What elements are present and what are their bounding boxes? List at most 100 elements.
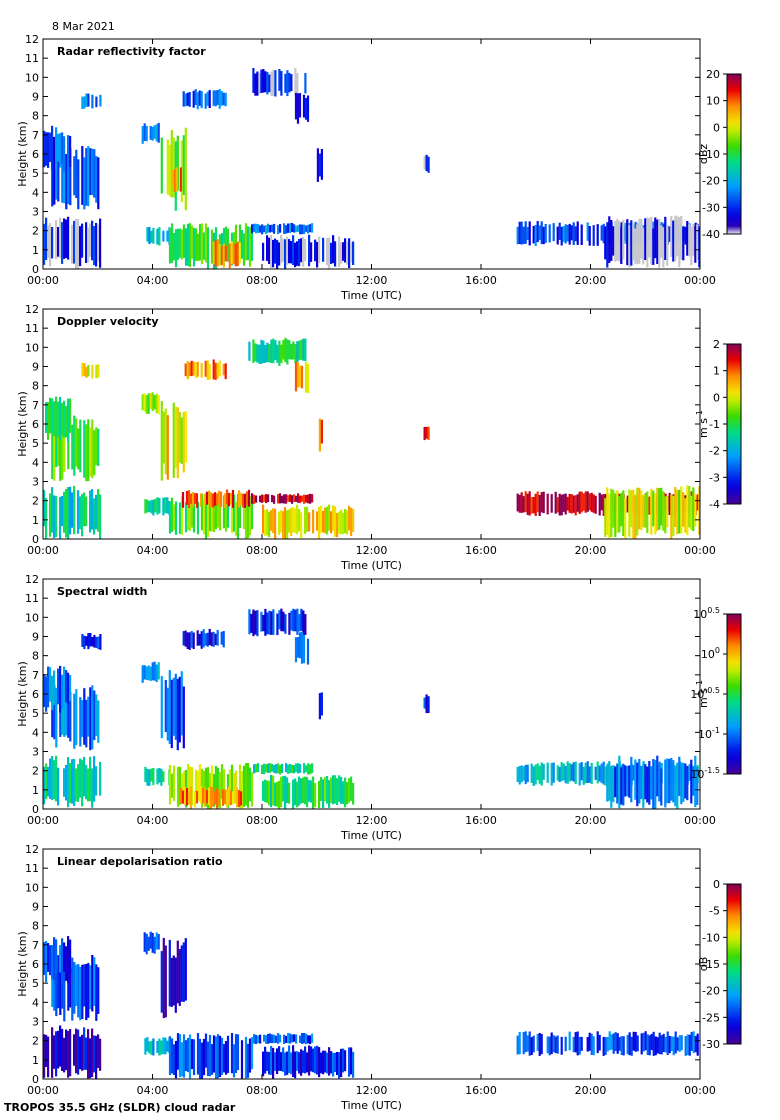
data-strip <box>156 228 159 245</box>
data-strip <box>145 395 148 414</box>
data-strip <box>268 74 271 93</box>
data-strip <box>290 508 293 536</box>
data-strip <box>156 768 159 785</box>
data-strip <box>158 227 161 246</box>
data-strip <box>680 762 683 805</box>
data-strip <box>305 1033 308 1045</box>
data-strip <box>204 1033 208 1068</box>
data-strip <box>568 1031 571 1051</box>
data-strip <box>248 495 252 536</box>
data-strip <box>251 493 254 504</box>
data-strip <box>49 758 52 799</box>
data-strip <box>83 756 86 797</box>
data-strip <box>274 782 277 807</box>
data-strip <box>217 490 221 504</box>
data-strip <box>336 1052 339 1075</box>
data-strip <box>326 1052 329 1074</box>
data-strip <box>676 489 679 535</box>
data-region <box>318 692 323 720</box>
data-strip <box>626 766 629 797</box>
data-strip <box>239 791 243 806</box>
data-strip <box>204 633 207 646</box>
data-strip <box>304 614 307 635</box>
data-strip <box>175 167 178 192</box>
data-strip <box>73 759 76 807</box>
y-tick-label: 5 <box>32 707 39 720</box>
data-layer <box>43 608 699 809</box>
data-strip <box>83 635 86 650</box>
data-strip <box>164 1037 167 1055</box>
data-strip <box>264 71 267 93</box>
data-strip <box>274 508 277 539</box>
data-strip <box>47 225 50 258</box>
data-strip <box>235 787 239 808</box>
data-strip <box>672 1036 675 1056</box>
data-strip <box>51 416 54 480</box>
data-strip <box>580 1036 583 1051</box>
data-strip <box>188 223 192 268</box>
data-region <box>251 493 314 504</box>
data-strip <box>560 762 563 782</box>
data-strip <box>87 1029 90 1079</box>
data-region <box>516 1031 699 1056</box>
data-strip <box>590 1033 593 1055</box>
data-strip <box>326 776 329 804</box>
data-strip <box>318 153 321 177</box>
data-strip <box>338 236 341 267</box>
data-strip <box>211 493 215 508</box>
data-strip <box>320 149 323 180</box>
data-strip <box>248 609 251 635</box>
data-strip <box>618 496 621 533</box>
data-strip <box>578 491 581 514</box>
data-strip <box>546 762 549 783</box>
data-strip <box>530 1037 533 1055</box>
data-strip <box>154 498 157 513</box>
data-strip <box>288 1045 291 1073</box>
data-strip <box>297 225 300 232</box>
data-strip <box>172 504 176 531</box>
data-strip <box>344 777 347 808</box>
colorbar-tick-label: -5 <box>709 905 720 918</box>
data-strip <box>298 239 301 267</box>
data-strip <box>688 224 691 257</box>
data-strip <box>180 496 184 535</box>
data-strip <box>89 1038 92 1079</box>
data-strip <box>216 1034 220 1079</box>
data-strip <box>234 770 238 804</box>
data-strip <box>182 771 186 801</box>
x-tick-label: 12:00 <box>356 274 388 287</box>
data-strip <box>97 967 100 1014</box>
data-strip <box>620 1036 623 1055</box>
data-strip <box>586 1037 589 1052</box>
data-strip <box>73 693 76 749</box>
data-strip <box>566 496 569 511</box>
data-strip <box>69 1029 72 1077</box>
data-strip <box>324 776 327 802</box>
panel-title: Radar reflectivity factor <box>57 45 206 58</box>
data-strip <box>301 224 304 235</box>
colorbar-tick-label: -4 <box>709 498 720 511</box>
data-strip <box>282 611 285 632</box>
data-strip <box>558 222 561 240</box>
data-strip <box>85 1037 88 1070</box>
data-strip <box>89 223 92 257</box>
data-strip <box>326 237 329 266</box>
data-strip <box>682 227 685 261</box>
data-strip <box>560 1036 563 1055</box>
x-axis-label: Time (UTC) <box>340 559 402 572</box>
data-strip <box>63 970 66 1022</box>
data-strip <box>291 764 294 774</box>
data-strip <box>186 361 189 380</box>
data-strip <box>83 492 86 527</box>
data-strip <box>256 71 259 96</box>
data-strip <box>160 676 163 739</box>
data-strip <box>688 764 691 781</box>
data-strip <box>81 700 84 737</box>
data-strip <box>256 610 259 637</box>
data-strip <box>202 498 206 535</box>
data-strip <box>196 92 199 110</box>
data-strip <box>87 696 90 737</box>
plot-area <box>43 849 700 1079</box>
data-strip <box>628 489 631 537</box>
data-strip <box>238 224 242 260</box>
